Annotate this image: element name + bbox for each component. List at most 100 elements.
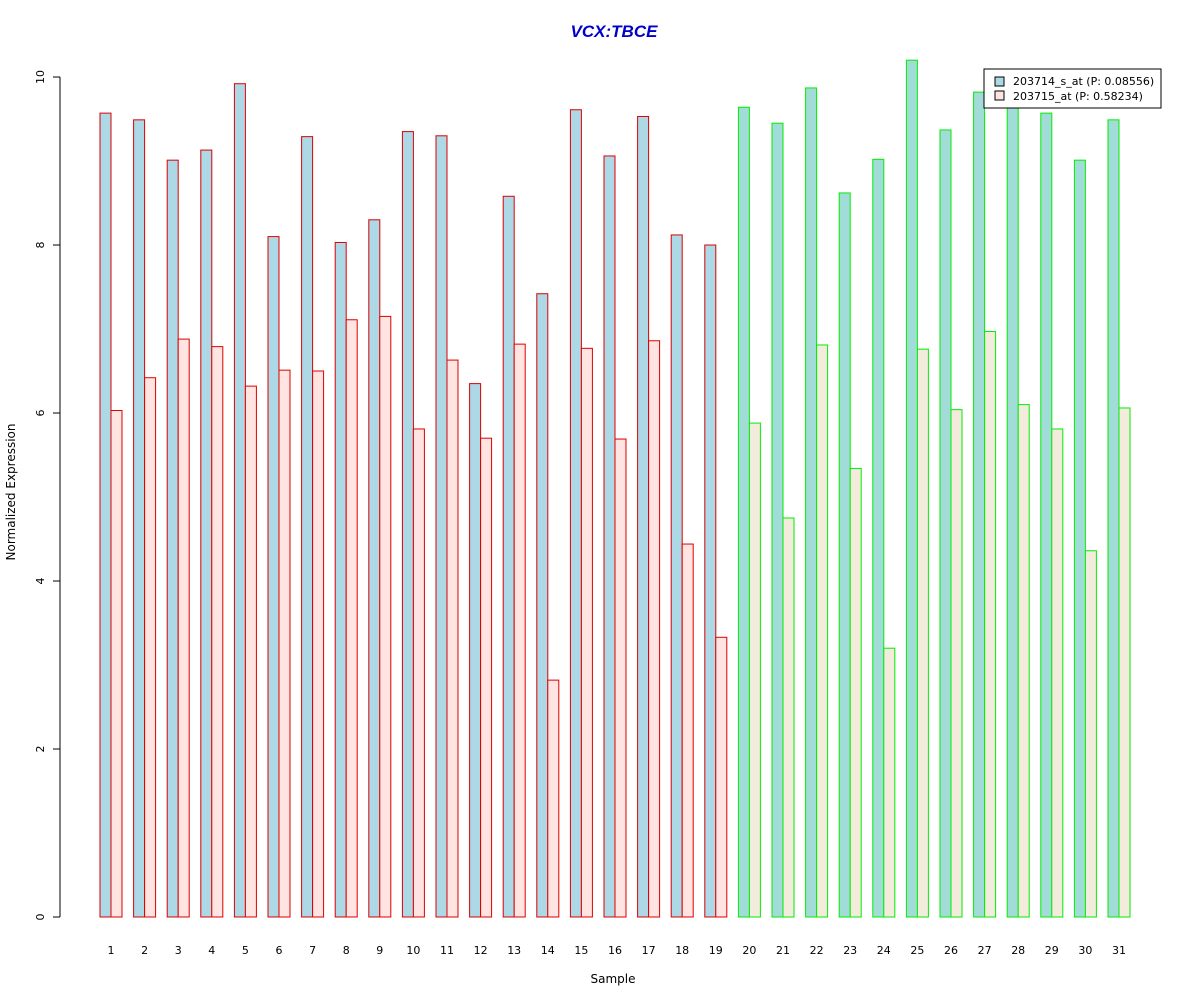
bar-203714 (1006, 103, 1019, 918)
x-tick-label: 29 (1045, 944, 1059, 957)
bar-203714 (536, 293, 549, 918)
chart-title: VCX:TBCE (571, 22, 659, 41)
x-tick-label: 2 (141, 944, 148, 957)
x-tick-label: 21 (776, 944, 790, 957)
legend: 203714_s_at (P: 0.08556) 203715_at (P: 0… (983, 68, 1162, 109)
bar-203715 (748, 422, 761, 918)
bar-203714 (401, 131, 414, 918)
y-axis-label: Normalized Expression (4, 423, 18, 560)
bar-203715 (681, 543, 694, 918)
bar-203714 (939, 129, 952, 918)
legend-swatch-203714 (994, 76, 1005, 87)
bar-203715 (1051, 428, 1064, 918)
x-tick-label: 26 (944, 944, 958, 957)
bar-203715 (480, 437, 493, 918)
bar-203714 (905, 59, 918, 918)
bar-203715 (715, 636, 728, 918)
bar-203714 (637, 115, 650, 918)
bar-203715 (244, 385, 257, 918)
x-tick-label: 22 (810, 944, 824, 957)
bar-203714 (670, 234, 683, 918)
bar-203715 (849, 467, 862, 918)
bar-203714 (166, 159, 179, 918)
x-axis-labels: 1 2 3 4 5 6 7 8 9 10 11 12 13 14 15 16 17 18 19 20 21 22 23 24 2… (108, 944, 1127, 957)
bar-203714 (603, 155, 616, 918)
bar-203715 (379, 315, 392, 918)
bar-203715 (144, 377, 157, 918)
x-tick-label: 18 (675, 944, 689, 957)
bar-203714 (805, 87, 818, 918)
bar-203715 (446, 359, 459, 918)
x-tick-label: 20 (742, 944, 756, 957)
bar-203715 (345, 319, 358, 918)
bar-203714 (737, 106, 750, 918)
x-tick-label: 24 (877, 944, 891, 957)
bar-203715 (580, 347, 593, 918)
bar-203714 (301, 136, 314, 918)
x-tick-label: 10 (406, 944, 420, 957)
bar-203715 (816, 344, 829, 918)
x-tick-label: 23 (843, 944, 857, 957)
bar-203714 (704, 244, 717, 918)
bar-203715 (312, 370, 325, 918)
bar-203715 (1017, 404, 1030, 918)
y-tick-label: 4 (34, 578, 47, 585)
bar-203715 (211, 346, 224, 918)
bar-203715 (1084, 550, 1097, 918)
x-tick-label: 28 (1011, 944, 1025, 957)
legend-box (983, 68, 1162, 109)
x-tick-label: 11 (440, 944, 454, 957)
bar-203714 (838, 192, 851, 918)
x-tick-label: 5 (242, 944, 249, 957)
bar-203714 (435, 135, 448, 918)
x-tick-label: 16 (608, 944, 622, 957)
bar-203714 (1073, 159, 1086, 918)
bar-203715 (648, 340, 661, 918)
legend-label-203715: 203715_at (P: 0.58234) (1013, 90, 1143, 103)
bar-203715 (110, 409, 123, 918)
y-tick-label: 2 (34, 746, 47, 753)
x-tick-label: 1 (108, 944, 115, 957)
y-tick-label: 6 (34, 410, 47, 417)
bar-203715 (1118, 407, 1131, 918)
bar-203715 (412, 428, 425, 918)
bar-203714 (133, 119, 146, 918)
x-tick-label: 19 (709, 944, 723, 957)
x-tick-label: 25 (910, 944, 924, 957)
x-tick-label: 12 (474, 944, 488, 957)
x-tick-label: 3 (175, 944, 182, 957)
x-tick-label: 8 (343, 944, 350, 957)
x-tick-label: 15 (574, 944, 588, 957)
x-tick-label: 7 (309, 944, 316, 957)
bar-203715 (950, 409, 963, 918)
bar-203714 (334, 241, 347, 918)
bar-203714 (771, 122, 784, 918)
bar-203714 (469, 383, 482, 918)
x-tick-label: 6 (276, 944, 283, 957)
bar-203715 (782, 517, 795, 918)
bar-203714 (233, 83, 246, 918)
y-tick-label: 0 (34, 914, 47, 921)
x-tick-label: 17 (642, 944, 656, 957)
x-tick-label: 4 (208, 944, 215, 957)
legend-label-203714: 203714_s_at (P: 0.08556) (1013, 75, 1154, 88)
bar-203715 (278, 369, 291, 918)
x-tick-label: 13 (507, 944, 521, 957)
x-tick-label: 27 (978, 944, 992, 957)
bars-layer (99, 59, 1131, 918)
bar-203714 (200, 149, 213, 918)
bar-203714 (99, 112, 112, 918)
bar-203715 (513, 343, 526, 918)
bar-203714 (569, 109, 582, 918)
bar-203714 (872, 158, 885, 918)
y-axis: 0 2 4 6 8 10 (34, 70, 61, 921)
bar-203714 (368, 219, 381, 918)
bar-203714 (502, 195, 515, 918)
bar-203715 (177, 338, 190, 918)
x-tick-label: 14 (541, 944, 555, 957)
legend-swatch-203715 (994, 90, 1005, 101)
bar-203715 (883, 647, 896, 918)
bar-203714 (267, 236, 280, 918)
x-tick-label: 31 (1112, 944, 1126, 957)
